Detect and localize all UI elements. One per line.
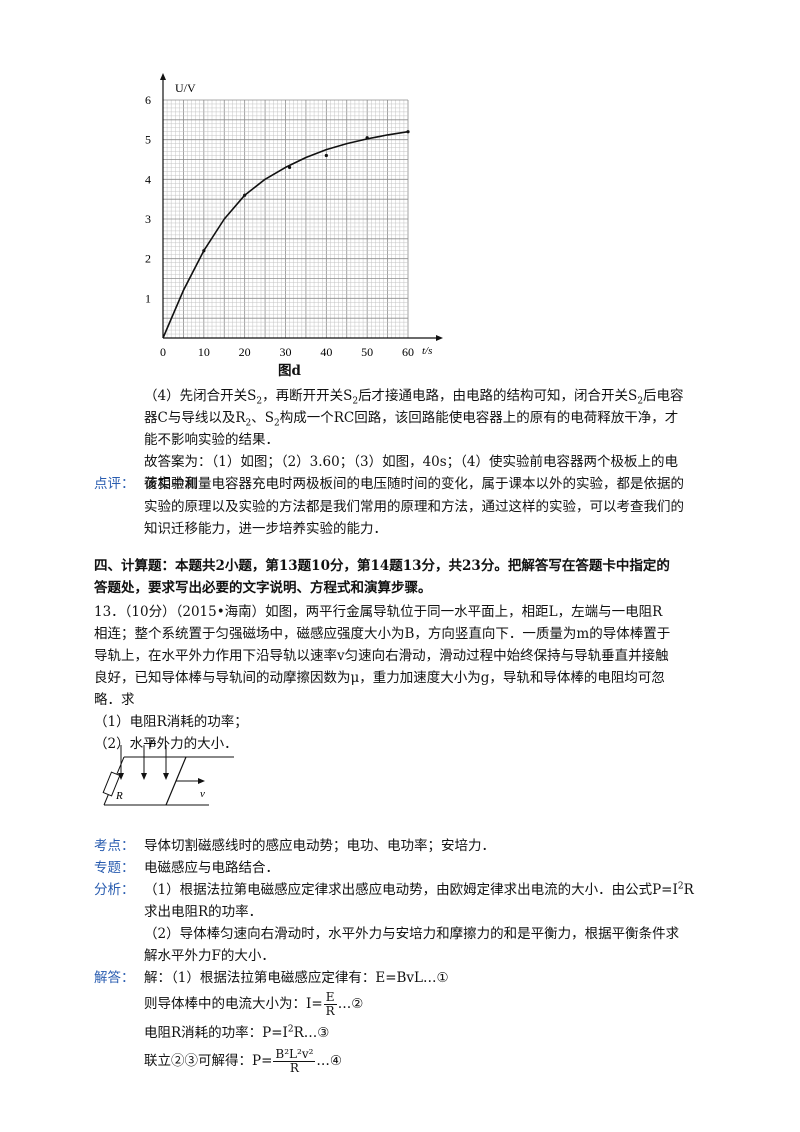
data-point xyxy=(365,136,369,140)
review-label: 点评： xyxy=(94,476,135,492)
fig-label-B: B xyxy=(149,738,156,750)
x-tick-label: 0 xyxy=(160,345,166,359)
x-axis-arrow xyxy=(436,335,443,341)
x-tick-label: 10 xyxy=(198,345,210,359)
q13-line2: 相连；整个系统置于匀强磁场中，磁感应强度大小为B，方向竖直向下．一质量为m的导体… xyxy=(94,626,671,642)
jieda-line1: 解：（1）根据法拉第电磁感应定律有：E=BvL…① xyxy=(144,970,449,986)
chart-points xyxy=(202,130,410,253)
kaodian-label: 考点： xyxy=(94,838,135,854)
q13-line5: 略．求 xyxy=(94,692,135,708)
y-tick-label: 6 xyxy=(145,93,151,107)
q13-line4: 良好，已知导体棒与导轨间的动摩擦因数为μ，重力加速度大小为g，导轨和导体棒的电阻… xyxy=(94,670,665,686)
review-1: 该实验测量电容器充电时两极板间的电压随时间的变化，属于课本以外的实验，都是依据的 xyxy=(144,476,684,492)
fenxi-line4: 解水平外力F的大小． xyxy=(144,948,275,964)
jieda-line3: 电阻R消耗的功率：P=I2R…③ xyxy=(144,1024,330,1041)
jieda-label: 解答： xyxy=(94,970,135,986)
zhuanti-label: 专题： xyxy=(94,860,135,876)
answer-line1: 故答案为：（1）如图；（2）3.60；（3）如图，40s；（4）使实验前电容器两… xyxy=(144,454,679,470)
x-tick-label: 40 xyxy=(320,345,332,359)
fenxi-line2: 求出电阻R的功率． xyxy=(144,904,263,920)
p4-line1: （4）先闭合开关S2，再断开开关S2后才接通电路，由电路的结构可知，闭合开关S2… xyxy=(144,388,684,407)
review-line-3: 知识迁移能力，进一步培养实验的能力． xyxy=(144,521,387,537)
x-tick-label: 60 xyxy=(402,345,414,359)
answer-line2: 荷相中和 xyxy=(144,476,198,492)
zhuanti-text: 电磁感应与电路结合． xyxy=(144,860,279,876)
kaodian-text: 导体切割磁感线时的感应电动势；电功、电功率；安培力． xyxy=(144,838,495,854)
chart-grid xyxy=(162,99,409,339)
y-tick-label: 4 xyxy=(145,172,151,186)
chart-axes: U/V t/s xyxy=(160,73,443,357)
jieda-line4: 联立②③可解得：P= B²L²v² R …④ xyxy=(144,1047,343,1075)
review-line-2: 实验的原理以及实验的方法都是我们常用的原理和方法，通过这样的实验，可以考查我们的 xyxy=(144,499,684,515)
jieda-line2: 则导体棒中的电流大小为：I= E R …② xyxy=(144,990,364,1018)
fig-label-R: R xyxy=(115,790,123,802)
y-tick-label: 3 xyxy=(145,212,151,226)
section-heading-line2: 答题处，要求写出必要的文字说明、方程式和演算步骤。 xyxy=(94,580,432,596)
p4-line2: 器C与导线以及R2、S2构成一个RC回路，该回路能使电容器上的原有的电荷释放干净… xyxy=(144,410,679,429)
y-tick-label: 2 xyxy=(145,252,151,266)
x-tick-label: 20 xyxy=(239,345,251,359)
data-point xyxy=(406,130,410,134)
x-axis-label: t/s xyxy=(422,345,432,357)
y-axis-label: U/V xyxy=(175,81,196,95)
q13-sub2: （2）水平外力的大小． xyxy=(94,736,238,752)
x-tick-label: 50 xyxy=(361,345,373,359)
y-tick-label: 5 xyxy=(145,133,151,147)
y-tick-label: 1 xyxy=(145,291,151,305)
q13-line3: 导轨上，在水平外力作用下沿导轨以速率v匀速向右滑动，滑动过程中始终保持与导轨垂直… xyxy=(94,648,669,664)
data-point xyxy=(202,249,206,253)
fenxi-label: 分析： xyxy=(94,882,135,898)
fenxi-line1: （1）根据法拉第电磁感应定律求出感应电动势，由欧姆定律求出电流的大小．由公式P=… xyxy=(144,881,694,898)
y-axis-arrow xyxy=(160,73,166,80)
data-point xyxy=(243,193,247,197)
q13-sub1: （1）电阻R消耗的功率； xyxy=(94,714,248,730)
section-heading-line1: 四、计算题：本题共2小题，第13题10分，第14题13分，共23分。把解答写在答… xyxy=(94,558,670,574)
voltage-time-chart: U/V t/s 0 10 20 30 40 50 60 1 2 3 4 5 6 xyxy=(145,73,443,359)
fenxi-line3: （2）导体棒匀速向右滑动时，水平外力与安培力和摩擦力的和是平衡力，根据平衡条件求 xyxy=(144,926,680,942)
x-tick-label: 30 xyxy=(280,345,292,359)
data-point xyxy=(324,153,328,158)
p4-line3: 能不影响实验的结果． xyxy=(144,432,279,448)
data-point xyxy=(287,165,292,170)
fig-label-v: v xyxy=(200,788,205,800)
chart-caption: 图d xyxy=(278,363,301,379)
q13-line1: 13．（10分）（2015•海南）如图，两平行金属导轨位于同一水平面上，相距L，… xyxy=(94,604,663,620)
chart-ticks: 0 10 20 30 40 50 60 1 2 3 4 5 6 xyxy=(145,93,414,359)
rail-figure: B R v xyxy=(102,738,234,806)
